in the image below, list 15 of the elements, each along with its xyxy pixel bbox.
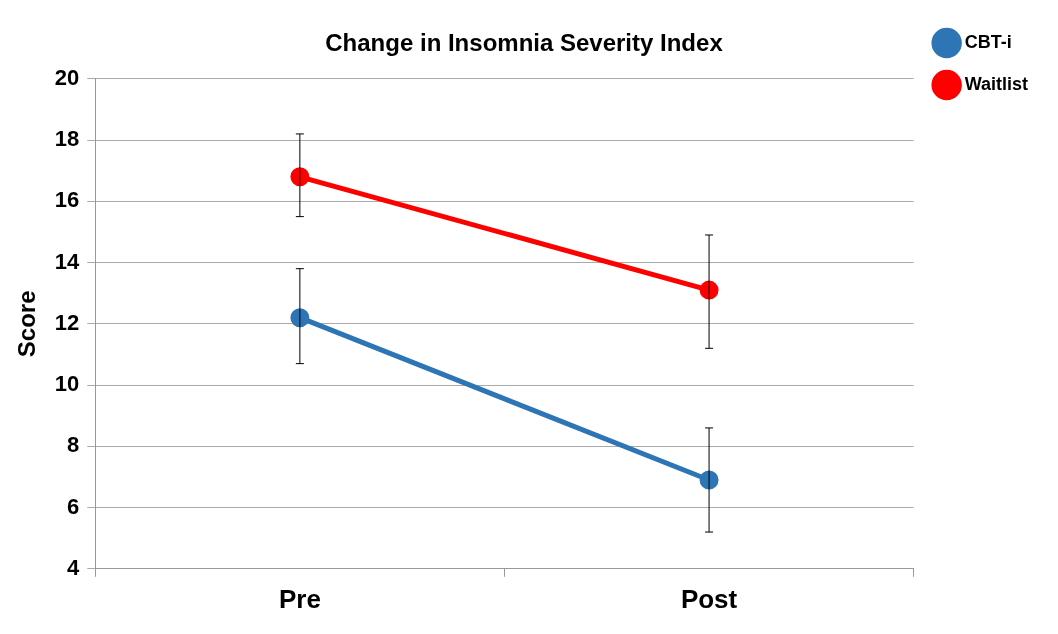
- y-tick-label: 4: [67, 554, 81, 580]
- y-tick-label: 12: [54, 309, 80, 335]
- y-tick-label: 18: [54, 126, 80, 152]
- y-axis-title: Score: [13, 290, 41, 358]
- chart-title: Change in Insomnia Severity Index: [325, 29, 724, 57]
- x-tick-label: Pre: [278, 583, 321, 614]
- y-tick-label: 6: [67, 493, 80, 519]
- y-tick-label: 14: [54, 248, 81, 274]
- x-tick-label: Post: [680, 583, 738, 614]
- y-tick-label: 10: [54, 371, 80, 397]
- legend-label: CBT-i: [964, 31, 1012, 52]
- legend-label: Waitlist: [964, 73, 1029, 94]
- y-tick-label: 20: [54, 64, 80, 90]
- y-tick-label: 16: [54, 187, 80, 213]
- y-tick-label: 8: [67, 432, 80, 458]
